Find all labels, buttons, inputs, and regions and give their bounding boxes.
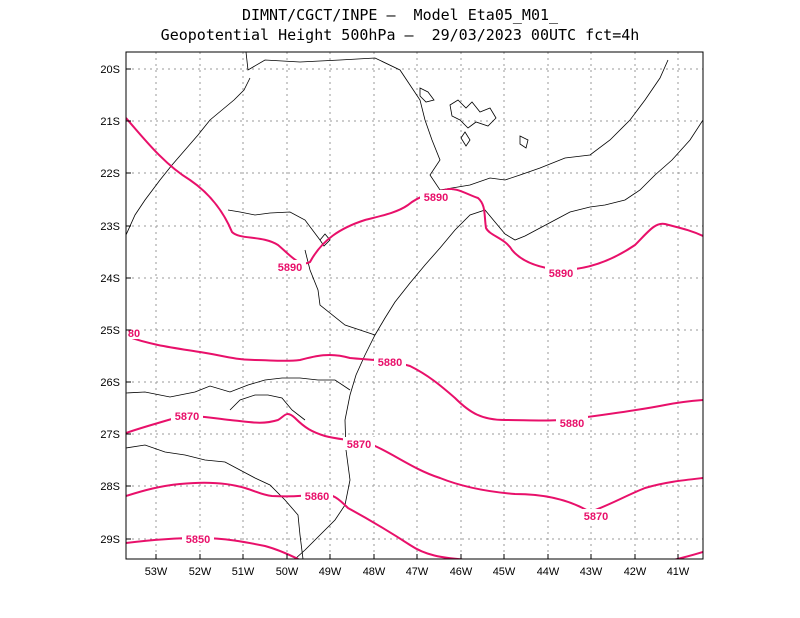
contour-5870-north bbox=[126, 413, 703, 514]
lon-label: 51W bbox=[232, 566, 255, 578]
lat-label: 20S bbox=[100, 64, 120, 76]
lon-label: 47W bbox=[406, 566, 429, 578]
contour-labels: 5890 5890 5890 80 5880 5880 5870 5870 58… bbox=[126, 190, 612, 546]
lat-label: 25S bbox=[100, 325, 120, 337]
map-title-line-1: DIMNT/CGCT/INPE — Model Eta05_M01_ bbox=[241, 6, 559, 24]
longitude-labels: 53W 52W 51W 50W 49W 48W 47W 46W 45W 44W … bbox=[145, 566, 690, 578]
lat-label: 24S bbox=[100, 273, 120, 285]
lat-label: 26S bbox=[100, 377, 120, 389]
contour-label: 5850 bbox=[186, 534, 210, 546]
contour-label: 5860 bbox=[305, 491, 329, 503]
lat-label: 23S bbox=[100, 221, 120, 233]
contour-label: 5890 bbox=[424, 192, 448, 204]
lon-label: 41W bbox=[667, 566, 690, 578]
lon-label: 45W bbox=[493, 566, 516, 578]
contour-5850 bbox=[126, 536, 301, 559]
contour-5880 bbox=[126, 335, 703, 422]
coastline-and-borders bbox=[126, 52, 703, 559]
lat-label: 28S bbox=[100, 481, 120, 493]
grid-lines bbox=[126, 52, 703, 559]
contour-5890-west bbox=[126, 117, 703, 272]
contour-label: 5880 bbox=[378, 357, 402, 369]
map-frame bbox=[125, 51, 704, 560]
lon-label: 44W bbox=[537, 566, 560, 578]
contour-label: 80 bbox=[128, 328, 140, 340]
lat-label: 22S bbox=[100, 168, 120, 180]
lon-label: 46W bbox=[450, 566, 473, 578]
map-title-line-2: Geopotential Height 500hPa — 29/03/2023 … bbox=[160, 26, 640, 44]
contour-label: 5870 bbox=[347, 439, 371, 451]
contour-label: 5890 bbox=[278, 262, 302, 274]
lon-label: 43W bbox=[580, 566, 603, 578]
lon-label: 49W bbox=[319, 566, 342, 578]
contour-label: 5880 bbox=[560, 418, 584, 430]
contour-lines bbox=[126, 117, 703, 559]
lon-label: 50W bbox=[276, 566, 299, 578]
contour-label: 5870 bbox=[584, 511, 608, 523]
lon-label: 42W bbox=[624, 566, 647, 578]
lon-label: 48W bbox=[363, 566, 386, 578]
lat-label: 21S bbox=[100, 116, 120, 128]
lat-label: 27S bbox=[100, 429, 120, 441]
tick-marks bbox=[126, 68, 679, 559]
lat-label: 29S bbox=[100, 534, 120, 546]
latitude-labels: 20S 21S 22S 23S 24S 25S 26S 27S 28S 29S bbox=[100, 64, 120, 546]
contour-5860 bbox=[126, 481, 703, 559]
lon-label: 52W bbox=[189, 566, 212, 578]
contour-label: 5870 bbox=[175, 411, 199, 423]
lon-label: 53W bbox=[145, 566, 168, 578]
contour-label: 5890 bbox=[549, 268, 573, 280]
